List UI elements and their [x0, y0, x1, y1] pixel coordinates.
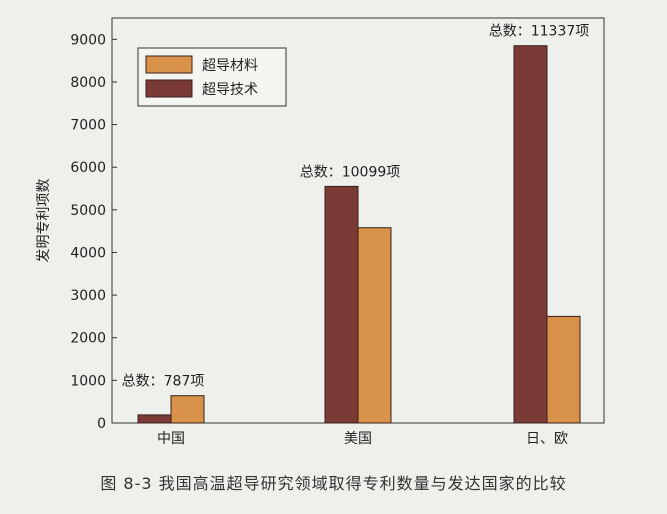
y-tick-label: 6000 — [70, 160, 106, 176]
bar-material-0 — [170, 395, 205, 424]
bar-tech-1 — [324, 185, 359, 424]
y-tick-label: 2000 — [70, 331, 106, 347]
total-annotation: 总数：10099项 — [300, 164, 401, 180]
legend-swatch — [145, 55, 193, 74]
y-tick-label: 4000 — [70, 245, 106, 261]
y-tick-label: 5000 — [70, 203, 106, 219]
total-annotation: 总数：11337项 — [489, 24, 590, 40]
y-tick-label: 1000 — [70, 373, 106, 389]
y-tick-label: 9000 — [70, 32, 106, 48]
total-annotation: 总数：787项 — [122, 374, 205, 390]
x-tick-label: 日、欧 — [526, 431, 568, 447]
y-tick-label: 3000 — [70, 288, 106, 304]
bar-tech-2 — [513, 45, 548, 424]
bar-material-2 — [546, 315, 581, 424]
y-tick-label: 0 — [97, 416, 106, 432]
bar-chart: 0 1000 2000 3000 4000 5000 6000 7000 8000 9000 发明专… — [36, 17, 605, 447]
x-tick-label: 美国 — [344, 431, 372, 447]
x-tick-label: 中国 — [157, 431, 185, 447]
legend-swatch — [145, 79, 193, 98]
y-axis-label: 发明专利项数 — [36, 179, 52, 263]
y-tick-label: 8000 — [70, 75, 106, 91]
bar-material-1 — [357, 227, 392, 424]
legend-label: 超导技术 — [202, 82, 258, 98]
y-tick-label: 7000 — [70, 118, 106, 134]
bar-tech-0 — [137, 414, 172, 424]
figure-caption: 图 8-3 我国高温超导研究领域取得专利数量与发达国家的比较 — [100, 474, 567, 493]
legend-label: 超导材料 — [202, 58, 258, 74]
